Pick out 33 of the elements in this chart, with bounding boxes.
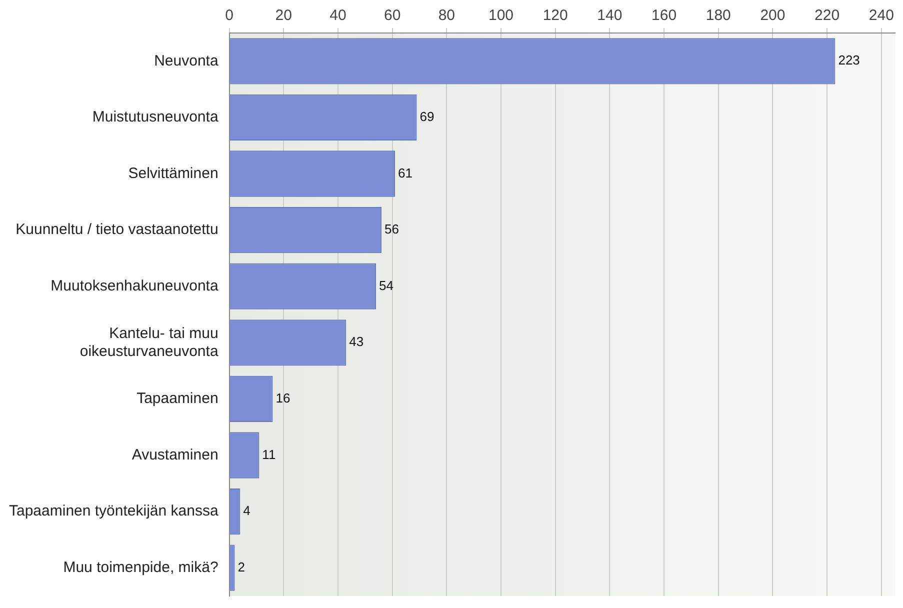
y-tick-label: Muu toimenpide, mikä? <box>63 558 218 576</box>
x-tick-label: 160 <box>652 7 677 24</box>
y-tick-label: Selvittäminen <box>128 164 218 182</box>
y-tick-label: Muistutusneuvonta <box>92 108 219 126</box>
y-tick-label: Tapaaminen <box>136 390 218 408</box>
data-label: 54 <box>379 278 394 293</box>
y-tick-label: Kantelu- tai muu oikeusturvaneuvonta <box>80 324 219 360</box>
x-tick-label: 140 <box>597 7 622 24</box>
data-label: 61 <box>398 165 413 180</box>
y-tick-label: Muutoksenhakuneuvonta <box>50 277 219 294</box>
x-tick-label: 60 <box>384 7 401 24</box>
x-tick-label: 120 <box>542 7 568 24</box>
data-label: 43 <box>349 334 364 350</box>
x-tick-label: 200 <box>760 7 786 24</box>
x-tick-label: 20 <box>275 7 292 24</box>
y-tick-label: Kuunneltu / tieto vastaanotettu <box>16 221 218 238</box>
x-tick-label: 80 <box>438 7 456 24</box>
data-label: 56 <box>384 222 399 237</box>
x-tick-label: 220 <box>814 7 840 24</box>
x-tick-label: 100 <box>488 7 514 24</box>
data-label: 223 <box>838 52 860 68</box>
y-tick-label: Neuvonta <box>154 52 219 70</box>
data-label: 69 <box>420 109 434 124</box>
data-label: 2 <box>238 559 245 574</box>
y-tick-label: Tapaaminen työntekijän kanssa <box>9 502 219 520</box>
x-tick-label: 180 <box>706 7 731 24</box>
y-tick-label: Avustaminen <box>132 446 218 464</box>
data-label: 16 <box>276 390 290 406</box>
x-tick-label: 240 <box>868 7 894 24</box>
x-tick-label: 40 <box>330 7 346 24</box>
data-label: 4 <box>243 503 250 518</box>
data-label: 11 <box>262 446 276 462</box>
x-tick-label: 0 <box>225 7 234 24</box>
